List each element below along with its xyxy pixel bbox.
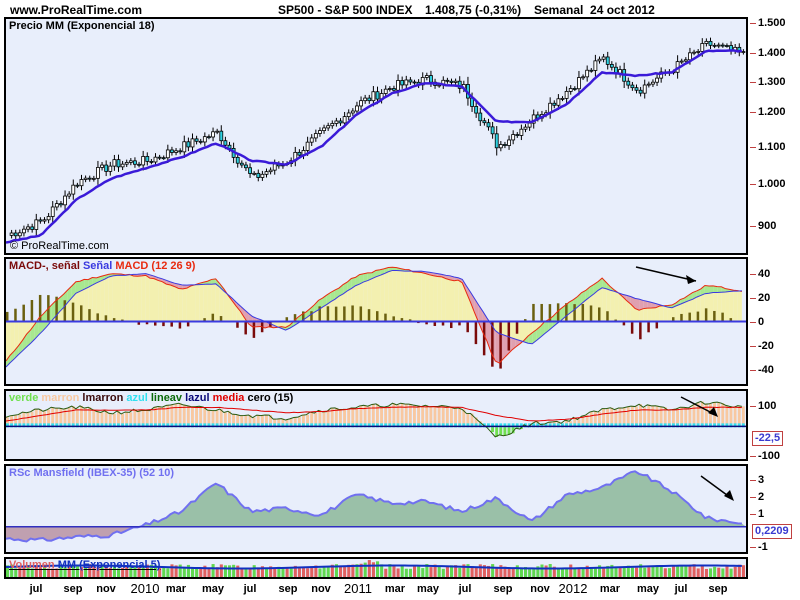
- x-tick: jul: [458, 583, 472, 595]
- period-label: Semanal 24 oct 2012: [534, 3, 655, 17]
- x-tick-year: 2011: [344, 581, 372, 596]
- price-chart: [6, 37, 746, 244]
- oscillator-panel-title: verde marron lmarron azul lineav lazul m…: [9, 392, 293, 404]
- x-tick: mar: [599, 583, 621, 595]
- oscillator-panel[interactable]: verde marron lmarron azul lineav lazul m…: [4, 389, 748, 461]
- y-tick: 1.200: [750, 106, 786, 118]
- chart-header: www.ProRealTime.com SP500 - S&P 500 INDE…: [0, 2, 800, 18]
- x-tick: nov: [96, 583, 116, 595]
- oscillator-chart: [6, 396, 746, 438]
- legend-lmarron: lmarron: [82, 392, 127, 404]
- y-tick: 2: [750, 491, 764, 503]
- symbol-label: SP500 - S&P 500 INDEX: [278, 3, 413, 17]
- macd-legend-signal: Señal: [82, 260, 116, 272]
- x-tick: may: [416, 583, 440, 595]
- oscillator-current-value: -22,5: [752, 431, 784, 446]
- x-tick: sep: [708, 583, 728, 595]
- copyright-label: © ProRealTime.com: [10, 240, 109, 252]
- x-tick: jul: [674, 583, 688, 595]
- macd-panel[interactable]: MACD-, señal Señal MACD (12 26 9): [4, 257, 748, 386]
- x-tick-year: 2012: [558, 581, 588, 596]
- legend-media: media: [212, 392, 248, 404]
- rsc-chart: [6, 470, 746, 543]
- y-tick: 1.100: [750, 141, 786, 153]
- y-tick: -20: [750, 340, 774, 352]
- x-tick-year: 2010: [130, 581, 160, 596]
- x-tick: sep: [278, 583, 298, 595]
- x-tick: sep: [63, 583, 83, 595]
- y-tick: 0: [750, 316, 764, 328]
- rsc-axis: 3 2 1 -1: [750, 464, 800, 554]
- y-tick: 100: [750, 400, 776, 412]
- price-axis: 1.500 1.400 1.300 1.200 1.100 1.000 900: [750, 17, 800, 255]
- y-tick: 20: [750, 292, 770, 304]
- site-label[interactable]: www.ProRealTime.com: [10, 3, 143, 17]
- macd-chart: [6, 266, 746, 369]
- price-panel[interactable]: Precio MM (Exponencial 18) © ProRealTime…: [4, 17, 748, 255]
- y-tick: 1: [750, 508, 764, 520]
- x-tick: may: [201, 583, 225, 595]
- y-tick: 1.500: [750, 17, 786, 29]
- rsc-current-value: 0,2209: [752, 524, 792, 539]
- legend-verde: verde: [9, 392, 42, 404]
- rsc-panel[interactable]: RSc Mansfield (IBEX-35) (52 10): [4, 464, 748, 554]
- legend-lineav: lineav: [150, 392, 186, 404]
- y-tick: -100: [750, 450, 780, 462]
- quote-label: 1.408,75 (-0,31%): [425, 3, 522, 17]
- legend-lazul: lazul: [185, 392, 213, 404]
- y-tick: 1.400: [750, 47, 786, 59]
- rsc-panel-title: RSc Mansfield (IBEX-35) (52 10): [9, 467, 175, 479]
- oscillator-axis: 100 -100: [750, 389, 800, 462]
- y-tick: 3: [750, 474, 764, 486]
- x-tick: mar: [165, 583, 187, 595]
- volume-chart: [6, 560, 745, 577]
- x-tick: mar: [384, 583, 406, 595]
- legend-volumen: Volumen: [9, 559, 58, 571]
- price-panel-title: Precio MM (Exponencial 18): [9, 20, 155, 32]
- macd-legend-macd: MACD (12 26 9): [115, 260, 196, 272]
- macd-panel-title: MACD-, señal Señal MACD (12 26 9): [9, 260, 195, 272]
- legend-volume-ma: MM (Exponencial 5): [57, 559, 161, 571]
- y-tick: 1.300: [750, 76, 786, 88]
- x-tick: nov: [311, 583, 331, 595]
- x-tick: nov: [530, 583, 550, 595]
- y-tick: 900: [750, 220, 776, 232]
- x-tick: sep: [493, 583, 513, 595]
- macd-legend-hist: MACD-, señal: [9, 260, 83, 272]
- y-tick: -40: [750, 364, 774, 376]
- legend-marron: marron: [41, 392, 83, 404]
- y-tick: 1.000: [750, 178, 786, 190]
- x-axis: jul sep nov 2010 mar may jul sep nov 201…: [0, 581, 800, 599]
- x-tick: jul: [243, 583, 257, 595]
- macd-axis: 40 20 0 -20 -40: [750, 257, 800, 386]
- y-tick: -1: [750, 541, 768, 553]
- volume-panel[interactable]: Volumen MM (Exponencial 5): [4, 557, 748, 579]
- x-tick: jul: [29, 583, 43, 595]
- y-tick: 40: [750, 268, 770, 280]
- volume-panel-title: Volumen MM (Exponencial 5): [9, 559, 160, 571]
- legend-cero: cero (15): [247, 392, 294, 404]
- x-tick: may: [636, 583, 660, 595]
- legend-azul: azul: [126, 392, 151, 404]
